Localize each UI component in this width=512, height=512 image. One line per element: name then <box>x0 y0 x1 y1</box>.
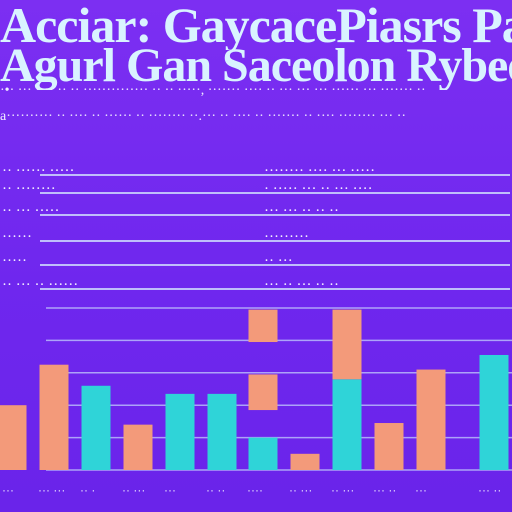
x-tick-label: ·· · <box>80 483 96 497</box>
x-tick-label: ·· ··· <box>289 483 313 497</box>
bar-segment <box>374 423 404 470</box>
legend-row-left-label: ····· <box>2 253 27 269</box>
legend-row-line <box>40 264 510 266</box>
subtitle-line-2: a·········· ·· ···· ·· ······ ·· ·······… <box>0 110 407 124</box>
bar-segment <box>207 393 237 470</box>
subtitle-line-1: ·•· ··· ···· ·· ·· ·············· ·· ·· … <box>0 84 426 98</box>
legend-row-line <box>40 288 510 290</box>
bar-segment <box>165 393 195 470</box>
legend-row-line <box>40 174 510 176</box>
bar-segment <box>416 369 446 470</box>
x-tick-label: ·· ·· <box>206 483 226 497</box>
x-tick-label: ··· ··· <box>38 483 66 497</box>
x-tick-label: ···· <box>247 483 263 497</box>
bar-segment <box>248 309 278 343</box>
bar-segment <box>123 424 153 470</box>
bar-segment <box>248 374 278 411</box>
x-tick-label: ··· ·· <box>478 483 502 497</box>
legend-row-line <box>40 192 510 194</box>
bar-segment <box>332 379 362 470</box>
legend-row-line <box>40 214 510 216</box>
title-line-1: Acciar: GaycacePiasrs Pas <box>0 0 512 50</box>
bar-segment <box>39 364 69 470</box>
bar-segment <box>332 309 362 380</box>
bar-segment <box>248 437 278 470</box>
x-tick-label: ·· ··· <box>331 483 355 497</box>
x-tick-label: ··· <box>415 483 427 497</box>
bar-segment <box>290 453 320 470</box>
x-tick-label: ··· <box>2 483 14 497</box>
bar-segment <box>479 354 509 470</box>
bar-segment <box>81 385 111 470</box>
x-tick-label: ··· <box>164 483 176 497</box>
title-line-2: Agurl Gan Saceolon Rybee <box>0 42 512 90</box>
x-tick-label: ··· ·· <box>373 483 397 497</box>
legend-row-line <box>40 240 510 242</box>
bar-segment <box>0 405 27 470</box>
legend-row-left-label: ······ <box>2 229 32 245</box>
x-tick-label: ·· ··· <box>122 483 146 497</box>
